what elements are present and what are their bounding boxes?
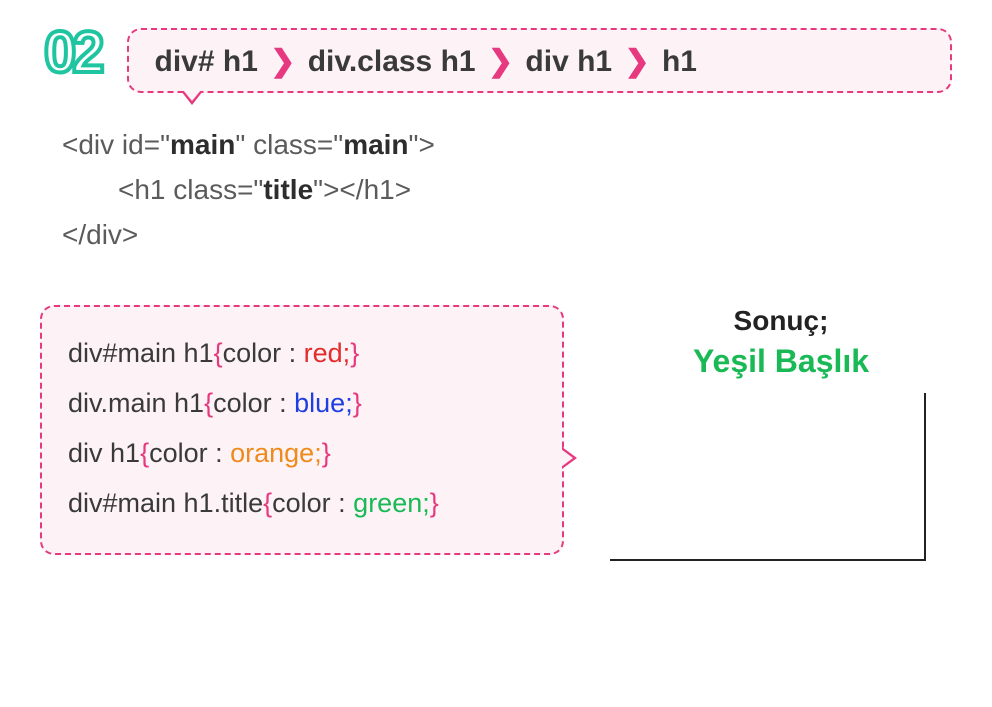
code-text: <div id=" [62, 129, 170, 160]
css-prop: color : [223, 338, 304, 368]
css-prop: color : [272, 488, 353, 518]
css-rule-4: div#main h1.title{color : green;} [68, 479, 536, 529]
css-selector: div h1 [68, 438, 140, 468]
css-rule-1: div#main h1{color : red;} [68, 329, 536, 379]
code-bold: main [170, 129, 235, 160]
brace-close: } [322, 438, 331, 468]
brace-open: { [214, 338, 223, 368]
code-text: "></h1> [313, 174, 411, 205]
rule-seg-2: div.class h1 [308, 45, 476, 78]
css-rules-box: div#main h1{color : red;} div.main h1{co… [40, 305, 564, 555]
step-number-badge: 02 [40, 24, 113, 86]
brace-close: } [353, 388, 362, 418]
brace-open: { [263, 488, 272, 518]
bottom-area: div#main h1{color : red;} div.main h1{co… [40, 305, 952, 555]
code-text: "> [409, 129, 435, 160]
connector-bracket-icon [610, 393, 926, 561]
css-value: green; [353, 488, 430, 518]
code-text: " class=" [235, 129, 343, 160]
code-bold: title [263, 174, 313, 205]
css-selector: div.main h1 [68, 388, 204, 418]
chevron-icon: ❯ [484, 45, 517, 78]
css-prop: color : [149, 438, 230, 468]
rule-seg-3: div h1 [525, 45, 612, 78]
html-sample-block: <div id="main" class="main"> <h1 class="… [62, 123, 952, 257]
code-text: <h1 class=" [118, 174, 263, 205]
html-line-3: </div> [62, 213, 952, 258]
code-bold: main [343, 129, 408, 160]
result-column: Sonuç; Yeşil Başlık [564, 305, 952, 555]
rule-seg-4: h1 [662, 45, 697, 78]
brace-close: } [430, 488, 439, 518]
css-prop: color : [213, 388, 294, 418]
html-line-1: <div id="main" class="main"> [62, 123, 952, 168]
css-selector: div#main h1.title [68, 488, 263, 518]
result-value: Yeşil Başlık [610, 343, 952, 380]
css-value: blue; [294, 388, 353, 418]
brace-open: { [204, 388, 213, 418]
css-value: red; [304, 338, 351, 368]
html-line-2: <h1 class="title"></h1> [62, 168, 952, 213]
chevron-icon: ❯ [620, 45, 653, 78]
brace-close: } [350, 338, 359, 368]
css-value: orange; [230, 438, 322, 468]
rule-seg-1: div# h1 [155, 45, 258, 78]
chevron-icon: ❯ [266, 45, 299, 78]
specificity-rule-box: div# h1 ❯ div.class h1 ❯ div h1 ❯ h1 [127, 28, 952, 93]
brace-open: { [140, 438, 149, 468]
top-row: 02 div# h1 ❯ div.class h1 ❯ div h1 ❯ h1 [40, 28, 952, 93]
css-rule-2: div.main h1{color : blue;} [68, 379, 536, 429]
css-selector: div#main h1 [68, 338, 214, 368]
css-rule-3: div h1{color : orange;} [68, 429, 536, 479]
result-label: Sonuç; [610, 305, 952, 337]
